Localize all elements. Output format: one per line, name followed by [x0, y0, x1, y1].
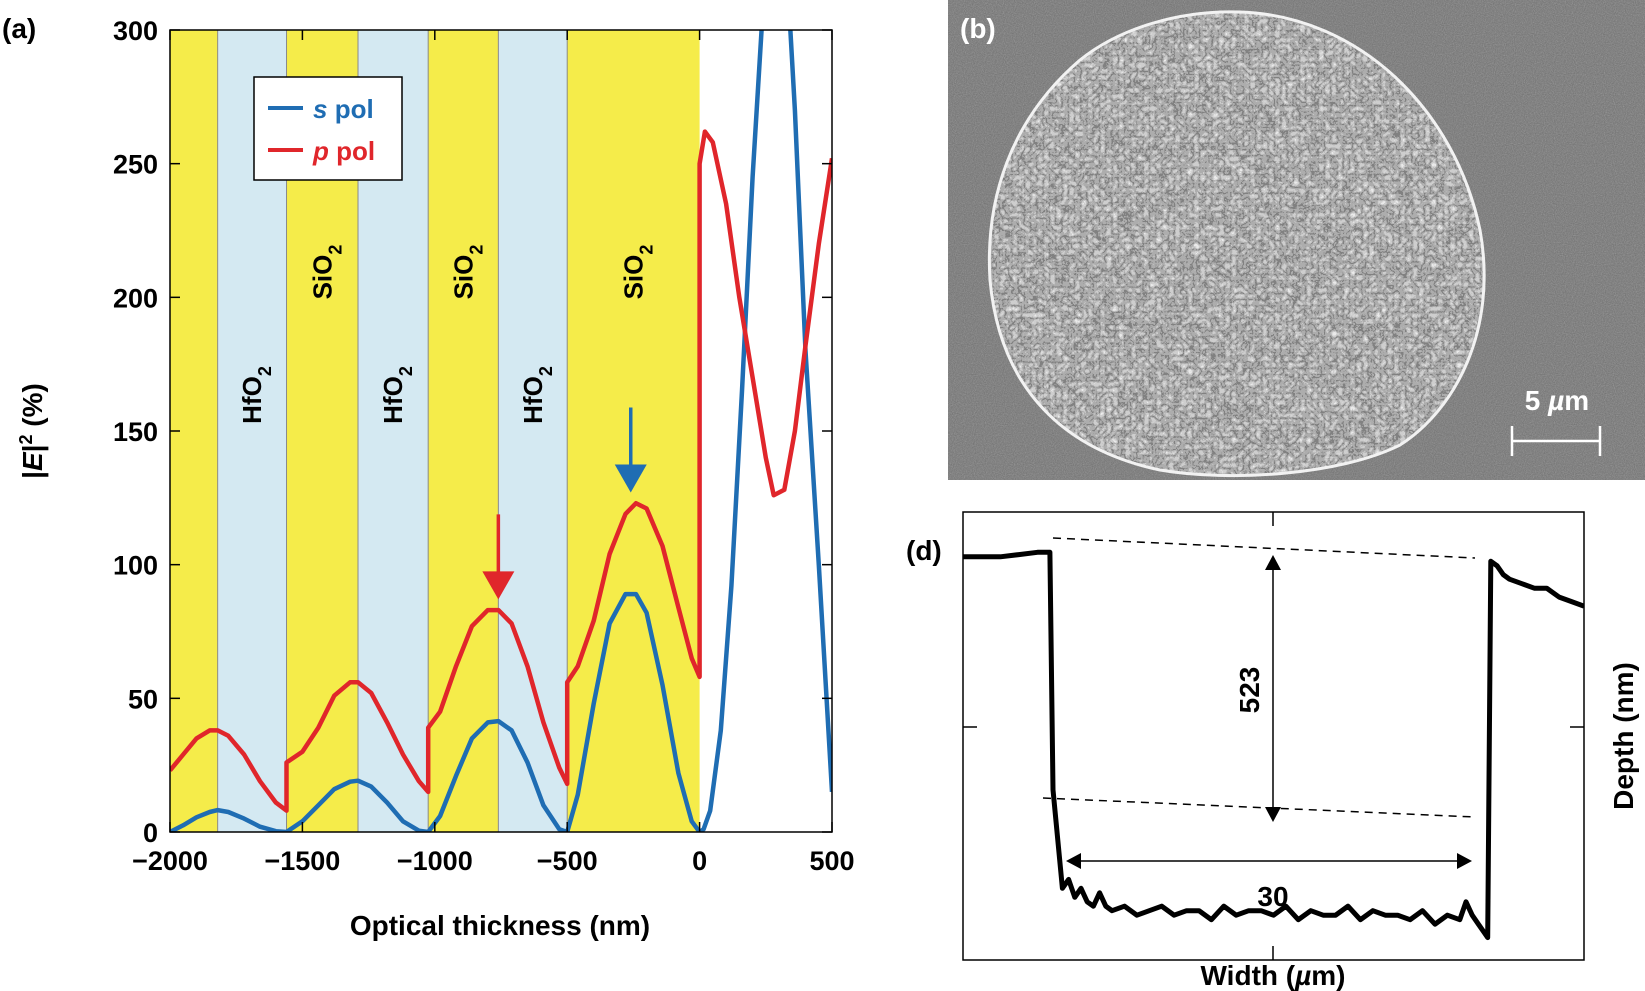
top-reference-line	[1052, 537, 1476, 559]
width-arrow-right	[1457, 853, 1472, 869]
y-tick-label: 150	[113, 417, 158, 447]
disk-edge	[987, 10, 1486, 478]
dimension-annotations: 523 30	[1042, 537, 1476, 912]
x-axis-title-a: Optical thickness (nm)	[350, 910, 650, 941]
layer-band-sio2	[567, 30, 700, 832]
scale-bar-label: 5 µm	[1525, 385, 1589, 416]
x-tick-label: 500	[809, 846, 854, 876]
legend: s pol p pol	[253, 76, 403, 181]
axis-ticks-d	[963, 512, 1584, 960]
layer-band-sio2	[428, 30, 499, 832]
legend-label-p: p pol	[312, 136, 375, 166]
layer-label-hfo2: HfO2	[518, 366, 556, 424]
layer-label-sio2: SiO2	[448, 245, 486, 300]
peak-arrow-head	[614, 464, 647, 493]
y-tick-label: 200	[113, 283, 158, 313]
layer-label-hfo2: HfO2	[237, 366, 275, 424]
panel-b-label: (b)	[960, 13, 996, 44]
x-tick-label: −1500	[264, 846, 340, 876]
bottom-reference-line	[1042, 797, 1476, 818]
y-tick-label: 300	[113, 16, 158, 46]
x-axis-title-d: Width (µm)	[1201, 960, 1346, 991]
peak-arrow-head	[482, 571, 515, 600]
y-tick-label: 50	[128, 684, 158, 714]
y-axis-title-a: |E|2 (%)	[16, 383, 48, 479]
series-depth-profile	[963, 549, 1584, 941]
legend-box	[253, 76, 403, 181]
y-axis-title-d: Depth (nm)	[1608, 662, 1639, 810]
x-tick-label: 0	[692, 846, 707, 876]
sem-image: (b) 5 µm	[948, 0, 1645, 480]
layer-label-sio2: SiO2	[307, 245, 345, 300]
layer-labels: HfO2 SiO2 HfO2 SiO2 HfO2 SiO2	[237, 245, 656, 424]
layer-band-hfo2	[498, 30, 568, 832]
width-arrow-left	[1066, 853, 1081, 869]
width-value-label: 30	[1257, 881, 1288, 912]
y-tick-label: 250	[113, 150, 158, 180]
depth-arrow-top	[1265, 555, 1281, 570]
x-tick-label: −1000	[397, 846, 473, 876]
y-tick-label: 0	[143, 818, 158, 848]
profile-series	[963, 549, 1584, 941]
y-tick-label: 100	[113, 551, 158, 581]
series-p-pol	[170, 129, 832, 813]
panel-d-label: (d)	[906, 535, 942, 566]
legend-label-s: s pol	[313, 94, 374, 124]
layer-label-hfo2: HfO2	[378, 366, 416, 424]
depth-value-label: 523	[1234, 667, 1265, 714]
x-tick-label: −500	[537, 846, 598, 876]
depth-arrow-bottom	[1265, 807, 1281, 822]
axis-ticks-a: −2000 −1500 −1000 −500 0 500 0 50 100 150 200 250 30…	[113, 16, 855, 876]
porous-disk	[989, 11, 1485, 476]
layer-label-sio2: SiO2	[618, 245, 656, 300]
layer-bands	[170, 30, 700, 832]
scale-bar	[1510, 426, 1602, 456]
panel-a-label: (a)	[2, 13, 36, 44]
x-tick-label: −2000	[132, 846, 208, 876]
